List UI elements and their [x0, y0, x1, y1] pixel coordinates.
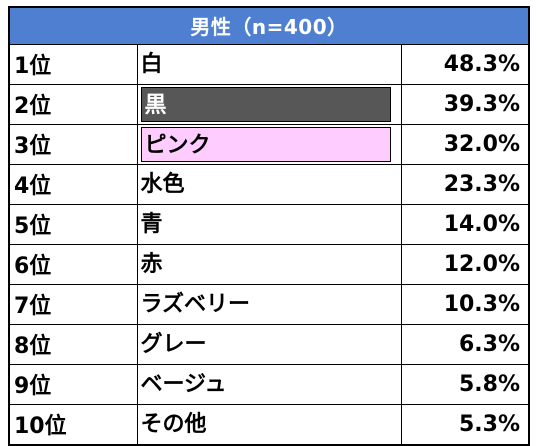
color-name-label: 水色	[140, 171, 185, 197]
table-row: 4位 水色 23.3%	[8, 163, 530, 205]
color-name-label: 青	[140, 211, 163, 237]
color-name-label: ベージュ	[140, 371, 227, 397]
rank-cell: 1位	[8, 43, 138, 85]
percent-cell: 5.8%	[400, 363, 530, 405]
table-row: 3位 ピンク 32.0%	[8, 123, 530, 165]
rank-cell: 6位	[8, 243, 138, 285]
color-name-cell: 赤	[136, 243, 402, 285]
percent-cell: 32.0%	[400, 123, 530, 165]
percent-cell: 5.3%	[400, 403, 530, 445]
percent-cell: 10.3%	[400, 283, 530, 325]
color-name-label: 黒	[140, 86, 391, 122]
rank-cell: 7位	[8, 283, 138, 325]
table-row: 2位黒 39.3%	[8, 83, 530, 125]
table-row: 6位赤 12.0%	[8, 243, 530, 285]
rank-cell: 9位	[8, 363, 138, 405]
color-name-cell: ピンク	[136, 123, 402, 165]
color-name-cell: 水色	[136, 163, 402, 205]
table-row: 1位白 48.3%	[8, 43, 530, 85]
color-name-cell: その他	[136, 403, 402, 445]
color-name-cell: ラズベリー	[136, 283, 402, 325]
table-row: 8位 グレー 6.3%	[8, 323, 530, 365]
table-title: 男性（n=400）	[8, 6, 530, 45]
table-header-row: 男性（n=400）	[8, 6, 530, 45]
rank-cell: 4位	[8, 163, 138, 205]
color-name-label: 赤	[140, 251, 163, 277]
color-name-cell: グレー	[136, 323, 402, 365]
color-name-label: 白	[140, 51, 163, 77]
percent-cell: 39.3%	[400, 83, 530, 125]
color-name-label: グレー	[140, 331, 207, 357]
color-name-cell: 黒	[136, 83, 402, 125]
color-name-cell: 白	[136, 43, 402, 85]
table-row: 7位 ラズベリー 10.3%	[8, 283, 530, 325]
color-name-label: ピンク	[140, 126, 391, 162]
percent-cell: 14.0%	[400, 203, 530, 245]
rank-cell: 3位	[8, 123, 138, 165]
table-row: 9位 ベージュ 5.8%	[8, 363, 530, 405]
color-name-cell: 青	[136, 203, 402, 245]
color-name-label: その他	[140, 411, 207, 437]
rank-cell: 2位	[8, 83, 138, 125]
table-row: 5位青 14.0%	[8, 203, 530, 245]
color-ranking-table: 男性（n=400） 1位白 48.3% 2位黒 39.3% 3位 ピンク 32.0% 4位 水色…	[8, 6, 531, 446]
table-row: 10位 その他 5.3%	[8, 403, 530, 445]
rank-cell: 5位	[8, 203, 138, 245]
color-name-cell: ベージュ	[136, 363, 402, 405]
color-name-label: ラズベリー	[140, 291, 251, 317]
rank-cell: 8位	[8, 323, 138, 365]
rank-cell: 10位	[8, 403, 138, 445]
percent-cell: 48.3%	[400, 43, 530, 85]
percent-cell: 12.0%	[400, 243, 530, 285]
percent-cell: 23.3%	[400, 163, 530, 205]
percent-cell: 6.3%	[400, 323, 530, 365]
table-body: 1位白 48.3% 2位黒 39.3% 3位 ピンク 32.0% 4位 水色 23.3% 5位青 14…	[8, 43, 530, 445]
